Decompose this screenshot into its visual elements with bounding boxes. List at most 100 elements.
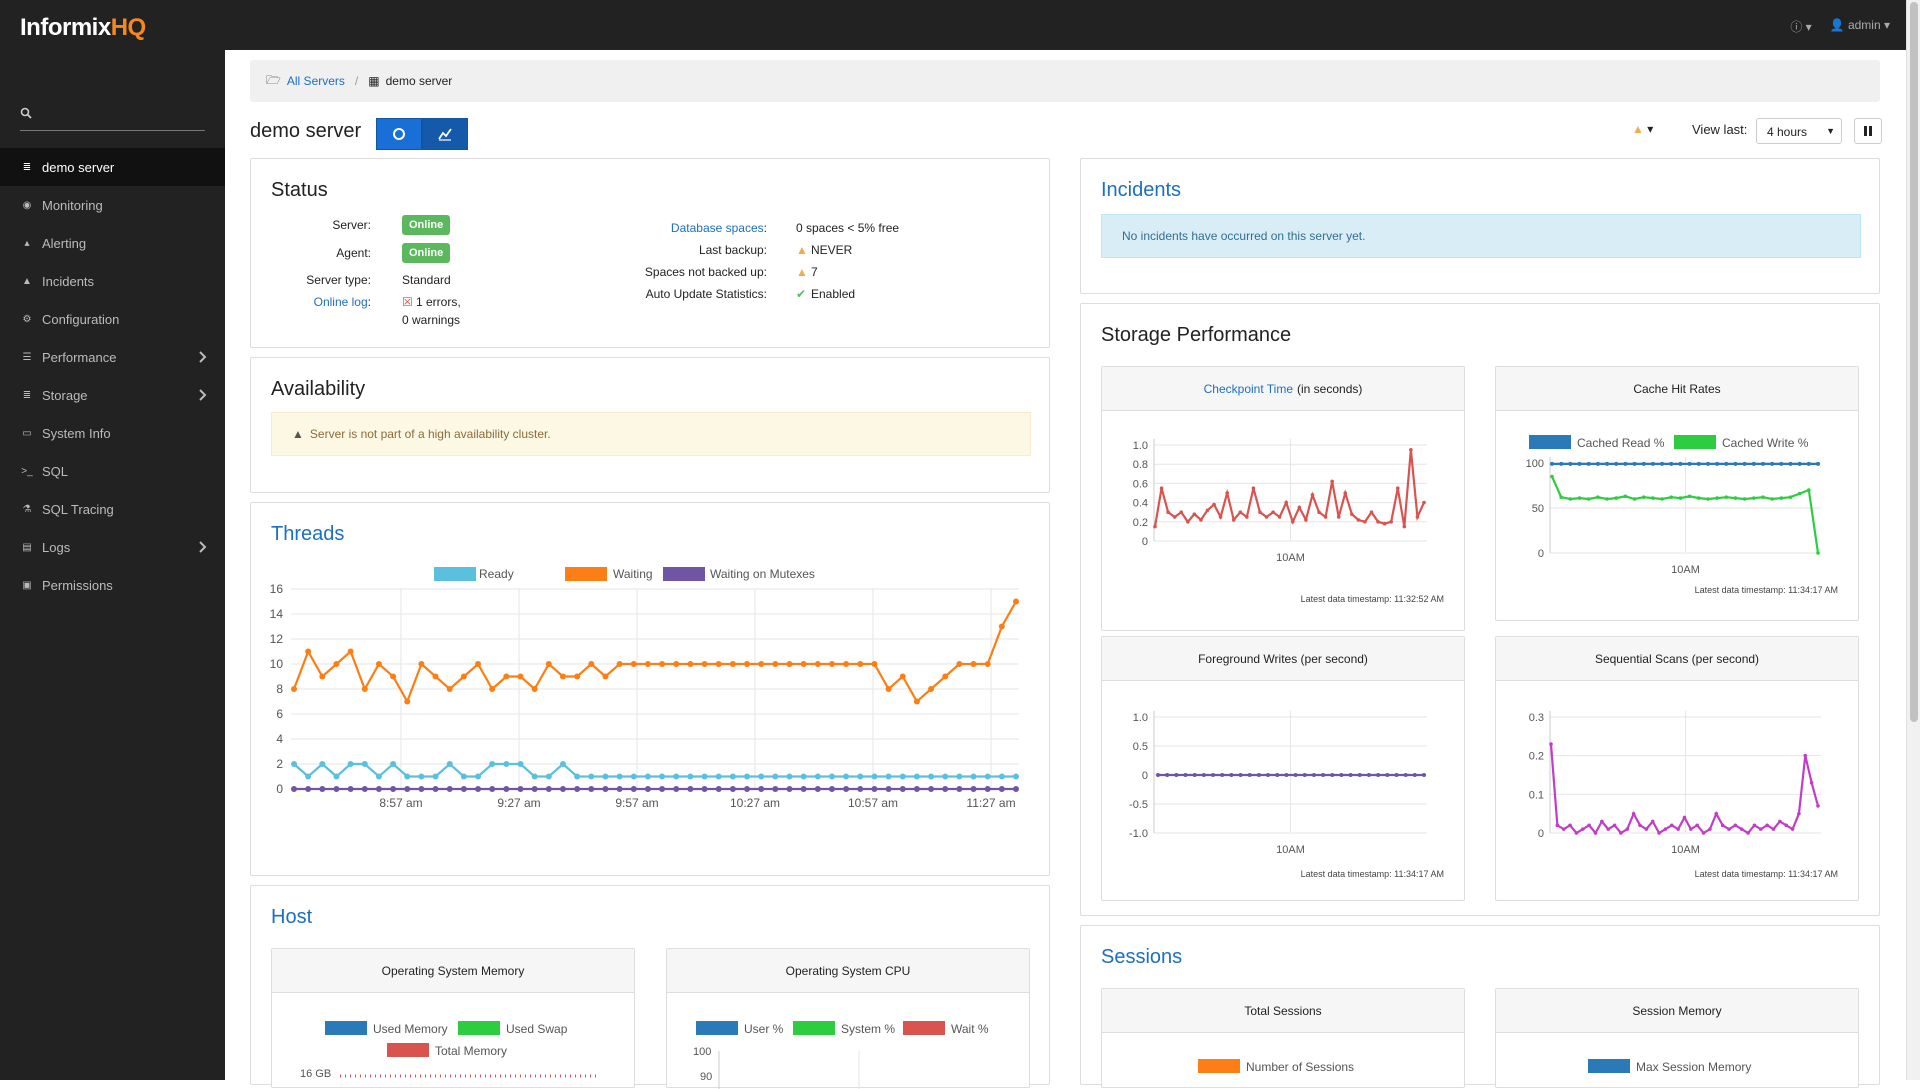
waiting-series-point bbox=[460, 673, 467, 680]
user-menu[interactable]: 👤 admin ▾ bbox=[1829, 18, 1890, 32]
sidebar-item-alerting[interactable]: ▴ Alerting bbox=[0, 224, 225, 262]
legend-swatch-cached-read bbox=[1529, 435, 1571, 449]
ready-series-point bbox=[418, 773, 425, 780]
ready-series-point bbox=[460, 773, 467, 780]
cached-read-series-point bbox=[1733, 461, 1738, 466]
x-tick-label: 10AM bbox=[1671, 844, 1700, 856]
x-tick-label: 9:57 am bbox=[615, 796, 658, 810]
waiting-series-point bbox=[347, 648, 354, 655]
mutex-series-point bbox=[786, 786, 793, 792]
mutex-series-point bbox=[531, 786, 538, 792]
legend-waiting: Waiting bbox=[613, 567, 653, 581]
host-panel: Host Operating System Memory Used Memory… bbox=[250, 885, 1050, 1089]
cached-read-series-point bbox=[1641, 461, 1646, 466]
view-last-select[interactable]: 4 hours ▼ bbox=[1756, 118, 1842, 144]
dashboard-view-button[interactable] bbox=[376, 118, 422, 150]
ready-series-point bbox=[984, 773, 991, 780]
sidebar-item-storage[interactable]: ≣ Storage bbox=[0, 376, 225, 414]
sidebar-item-demo-server[interactable]: ≣ demo server bbox=[0, 148, 225, 186]
sidebar-item-sql[interactable]: >_ SQL bbox=[0, 452, 225, 490]
waiting-series-point bbox=[559, 673, 566, 680]
ready-series-point bbox=[404, 773, 411, 780]
waiting-series-point bbox=[630, 661, 637, 667]
foreground-writes-series-point bbox=[1376, 773, 1381, 777]
mutex-series-point bbox=[984, 786, 991, 792]
memory-y-tick: 16 GB bbox=[300, 1068, 331, 1080]
ready-series-point bbox=[758, 773, 765, 780]
database-icon: ≣ bbox=[22, 161, 32, 173]
waiting-series-point bbox=[1013, 598, 1019, 605]
mutex-series-point bbox=[390, 786, 397, 792]
waiting-series-point bbox=[375, 661, 382, 667]
sidebar-item-incidents[interactable]: ▲ Incidents bbox=[0, 262, 225, 300]
mutex-series-point bbox=[828, 786, 835, 792]
checkpoint-series-point bbox=[1323, 515, 1328, 519]
waiting-series-point bbox=[673, 661, 680, 667]
waiting-series-point bbox=[432, 673, 439, 680]
sequential-scans-series-point bbox=[1555, 823, 1560, 828]
waiting-series-point bbox=[956, 661, 963, 667]
ready-series-point bbox=[503, 761, 510, 767]
last-backup-label: Last backup: bbox=[698, 243, 767, 257]
sidebar-item-performance[interactable]: ☰ Performance bbox=[0, 338, 225, 376]
foreground-writes-series-point bbox=[1412, 773, 1417, 777]
informixhq-logo[interactable]: InformixHQ bbox=[20, 14, 146, 41]
checkpoint-series-point bbox=[1376, 520, 1380, 524]
sidebar-item-system-info[interactable]: ▭ System Info bbox=[0, 414, 225, 452]
sidebar-item-label: SQL bbox=[42, 463, 69, 479]
cached-read-series-point bbox=[1614, 461, 1619, 466]
help-menu[interactable]: ⓘ ▾ bbox=[1790, 20, 1812, 34]
session-memory-panel: Session Memory Max Session Memory bbox=[1495, 988, 1859, 1088]
sequential-scans-series-line bbox=[1549, 743, 1820, 835]
cpu-y-tick: 90 bbox=[700, 1071, 712, 1083]
ready-series-point bbox=[715, 773, 722, 780]
online-log-link[interactable]: Online log: bbox=[313, 295, 371, 309]
breadcrumb-all-servers[interactable]: All Servers bbox=[286, 74, 345, 88]
sidebar-item-sql-tracing[interactable]: ⚗ SQL Tracing bbox=[0, 490, 225, 528]
y-tick-label: 4 bbox=[276, 732, 283, 746]
x-tick-label: 10:27 am bbox=[730, 796, 780, 810]
sessions-title[interactable]: Sessions bbox=[1101, 946, 1183, 968]
checkpoint-series-point bbox=[1317, 510, 1321, 514]
host-title[interactable]: Host bbox=[271, 906, 313, 928]
sidebar-item-logs[interactable]: ▤ Logs bbox=[0, 528, 225, 566]
ready-series-point bbox=[885, 773, 892, 780]
threads-title[interactable]: Threads bbox=[271, 523, 345, 545]
mutex-series-point bbox=[843, 786, 850, 792]
y-tick-label: 8 bbox=[276, 682, 283, 696]
incidents-title[interactable]: Incidents bbox=[1101, 179, 1182, 201]
cached-read-series-point bbox=[1715, 461, 1720, 466]
mutex-series-point bbox=[559, 786, 566, 792]
alerts-dropdown[interactable]: ▲ ▾ bbox=[1632, 122, 1654, 136]
charts-view-button[interactable] bbox=[422, 118, 468, 150]
sidebar-item-label: Configuration bbox=[42, 311, 120, 327]
mutex-series-point bbox=[460, 786, 467, 792]
sidebar-item-permissions[interactable]: ▣ Permissions bbox=[0, 566, 225, 604]
checkpoint-series-point bbox=[1363, 520, 1367, 524]
cached-write-series-point bbox=[1559, 495, 1563, 499]
checkpoint-time-link[interactable]: Checkpoint Time bbox=[1203, 381, 1293, 396]
y-tick-label: 0.5 bbox=[1133, 741, 1148, 753]
checkpoint-series-point bbox=[1290, 520, 1295, 524]
database-spaces-link[interactable]: Database spaces: bbox=[670, 221, 767, 235]
legend-used-memory: Used Memory bbox=[373, 1022, 448, 1036]
pause-button[interactable] bbox=[1854, 118, 1882, 144]
cached-read-series-point bbox=[1605, 461, 1610, 466]
mutex-series-point bbox=[291, 786, 297, 792]
waiting-series-point bbox=[758, 661, 765, 667]
ready-series-point bbox=[333, 773, 340, 780]
sequential-scans-chart: 0 0.1 0.2 0.3 10AM bbox=[1529, 711, 1821, 856]
page-scrollbar[interactable] bbox=[1906, 0, 1920, 1080]
sidebar-item-configuration[interactable]: ⚙ Configuration bbox=[0, 300, 225, 338]
checkpoint-series-point bbox=[1304, 518, 1308, 522]
cached-write-series-point bbox=[1706, 497, 1710, 501]
cached-read-series-point bbox=[1623, 461, 1628, 466]
checkpoint-series-point bbox=[1212, 502, 1216, 507]
x-tick-label: 10AM bbox=[1276, 552, 1305, 564]
scrollbar-thumb[interactable] bbox=[1910, 2, 1918, 722]
ready-series-point bbox=[644, 773, 651, 780]
agent-label: Agent: bbox=[336, 246, 371, 260]
waiting-series-point bbox=[744, 661, 751, 667]
sidebar-search[interactable] bbox=[20, 104, 205, 131]
sidebar-item-monitoring[interactable]: ◉ Monitoring bbox=[0, 186, 225, 224]
